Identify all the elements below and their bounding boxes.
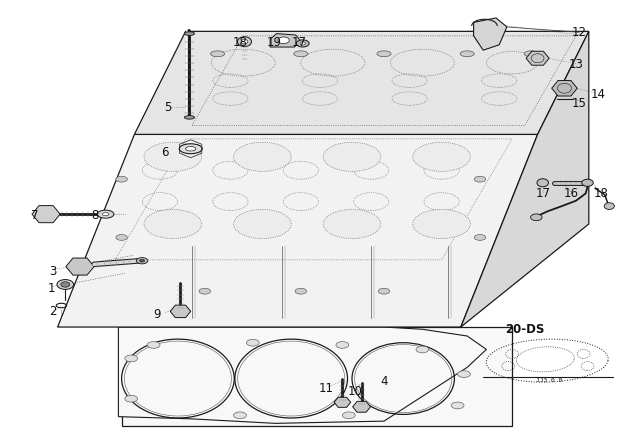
Text: 6: 6 [161,146,169,159]
Ellipse shape [604,202,614,210]
Ellipse shape [474,177,486,182]
Ellipse shape [116,177,127,182]
Text: 20-DS: 20-DS [505,323,545,336]
Ellipse shape [342,412,355,418]
Ellipse shape [300,42,305,45]
Ellipse shape [323,210,381,238]
Ellipse shape [294,51,308,56]
Text: 2: 2 [49,305,56,318]
Ellipse shape [144,210,202,238]
Polygon shape [270,34,301,47]
Text: 4: 4 [380,375,388,388]
Text: 10: 10 [348,385,363,398]
Text: 13: 13 [568,58,584,72]
Text: 18: 18 [594,187,609,200]
Ellipse shape [378,289,390,294]
Ellipse shape [241,39,248,44]
Ellipse shape [61,282,70,287]
Polygon shape [134,31,589,134]
Text: JJ3 0 0: JJ3 0 0 [536,378,563,383]
Ellipse shape [184,116,195,119]
Ellipse shape [531,214,542,221]
Ellipse shape [211,51,225,56]
Polygon shape [58,134,538,327]
Polygon shape [461,31,589,327]
Ellipse shape [377,51,391,56]
Text: 18: 18 [232,36,248,49]
Ellipse shape [125,355,138,362]
Text: 16: 16 [563,187,579,200]
Ellipse shape [460,51,474,56]
Text: 3: 3 [49,264,57,278]
Ellipse shape [186,146,196,151]
Ellipse shape [102,213,109,216]
Ellipse shape [246,340,259,346]
Ellipse shape [184,32,195,35]
Text: 7: 7 [31,209,39,223]
Text: 5: 5 [164,101,172,114]
Ellipse shape [524,51,538,56]
Ellipse shape [179,144,202,154]
Text: 14: 14 [591,87,606,101]
Text: 19: 19 [266,36,282,49]
Ellipse shape [451,402,464,409]
Ellipse shape [116,235,127,240]
Ellipse shape [323,142,381,172]
Polygon shape [474,18,507,50]
Ellipse shape [57,280,74,289]
Ellipse shape [234,412,246,418]
Ellipse shape [125,396,138,402]
Text: 1: 1 [47,282,55,296]
Ellipse shape [147,341,160,349]
Polygon shape [122,327,512,426]
Ellipse shape [413,142,470,172]
Ellipse shape [278,37,289,44]
Text: 12: 12 [572,26,587,39]
Ellipse shape [234,142,291,172]
Ellipse shape [582,179,593,186]
Ellipse shape [144,142,202,172]
Ellipse shape [537,179,548,187]
Text: 11: 11 [319,382,334,395]
Ellipse shape [234,210,291,238]
Text: 8: 8 [91,209,99,223]
Ellipse shape [136,258,148,264]
Text: 9: 9 [153,308,161,321]
Ellipse shape [296,40,309,47]
Text: 15: 15 [572,96,587,110]
Ellipse shape [474,235,486,240]
Ellipse shape [458,371,470,377]
Ellipse shape [140,259,145,262]
Text: 17: 17 [292,36,307,49]
Ellipse shape [295,289,307,294]
Ellipse shape [237,37,252,47]
Ellipse shape [97,210,114,218]
Ellipse shape [199,289,211,294]
Ellipse shape [413,210,470,238]
Ellipse shape [416,346,429,353]
Ellipse shape [336,341,349,349]
Polygon shape [118,327,486,423]
Text: 17: 17 [535,187,550,200]
